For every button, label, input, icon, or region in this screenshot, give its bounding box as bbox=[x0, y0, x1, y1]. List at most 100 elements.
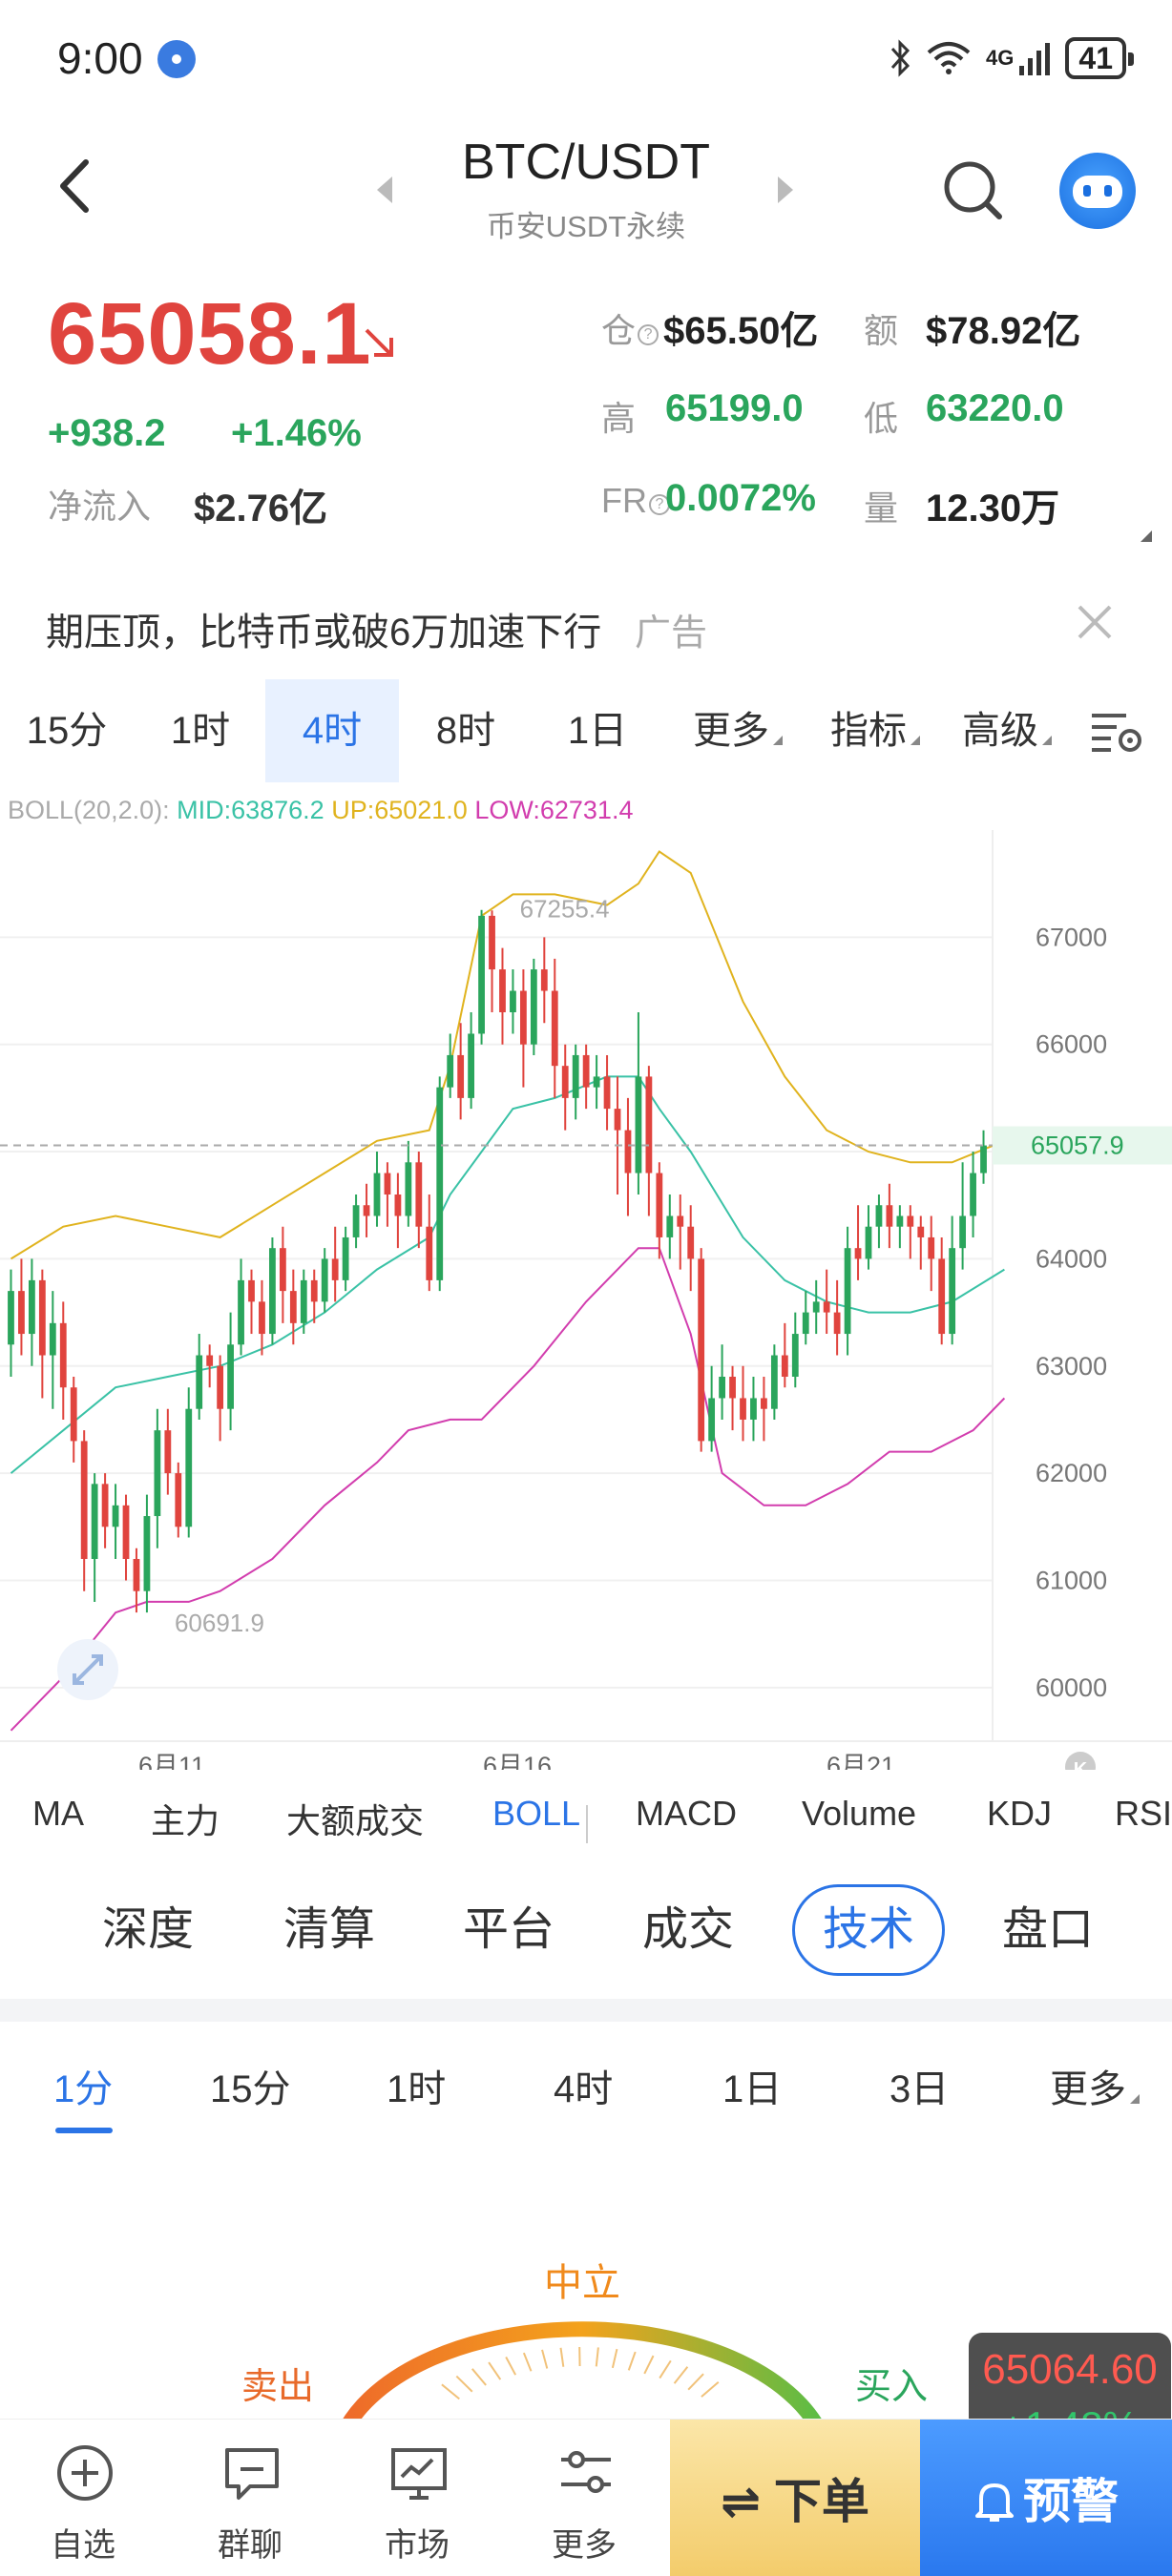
tab-tech-1m[interactable]: 1分 bbox=[53, 2068, 114, 2110]
floating-ticker-price: 65064.60 bbox=[982, 2346, 1158, 2393]
tab-indicators[interactable]: 指标 bbox=[813, 679, 937, 782]
candle-body bbox=[791, 1334, 799, 1377]
tab-tech-1d[interactable]: 1日 bbox=[722, 2068, 783, 2110]
tab-tech-more[interactable]: 更多 bbox=[1050, 2042, 1140, 2137]
tab-indicator-large-trades[interactable]: 大额成交 bbox=[286, 1801, 425, 1840]
price-alert-button[interactable]: 预警 bbox=[920, 2420, 1172, 2576]
ad-banner[interactable]: 期压顶，比特币或破6万加速下行 广告 bbox=[0, 580, 1172, 666]
gauge-tick bbox=[659, 2359, 672, 2379]
nav-watchlist[interactable]: 自选 bbox=[2, 2420, 164, 2576]
pair-title[interactable]: BTC/USDT bbox=[462, 135, 710, 190]
tab-timeframe-15m[interactable]: 15分 bbox=[26, 710, 108, 752]
gauge-tick bbox=[595, 2347, 599, 2367]
ai-assistant-avatar[interactable] bbox=[1059, 153, 1136, 229]
candle-body bbox=[468, 1033, 475, 1098]
boll-legend-up: UP:65021.0 bbox=[331, 796, 468, 824]
candle-body bbox=[949, 1248, 956, 1335]
prev-pair-arrow-icon[interactable] bbox=[377, 177, 392, 203]
candle-body bbox=[436, 1087, 444, 1280]
candle-body bbox=[91, 1484, 98, 1559]
tab-indicator-kdj[interactable]: KDJ bbox=[987, 1794, 1053, 1833]
chat-icon bbox=[225, 2448, 279, 2500]
gauge-tick bbox=[611, 2348, 618, 2369]
tab-tech-4h[interactable]: 4时 bbox=[554, 2068, 614, 2110]
tab-tech-3d[interactable]: 3日 bbox=[889, 2068, 950, 2110]
candle-body bbox=[80, 1441, 88, 1559]
candle-body bbox=[8, 1291, 14, 1345]
open-interest-label: 仓? bbox=[601, 303, 659, 353]
funding-rate-label: FR? bbox=[601, 481, 670, 521]
pair-subtitle: 币安USDT永续 bbox=[486, 210, 686, 243]
tab-liquidation[interactable]: 清算 bbox=[283, 1904, 375, 1955]
nav-market[interactable]: 市场 bbox=[336, 2420, 498, 2576]
candle-body bbox=[373, 1173, 381, 1216]
nav-market-label: 市场 bbox=[385, 2527, 450, 2564]
y-tick-label: 66000 bbox=[1036, 1030, 1107, 1059]
tab-tech-1h[interactable]: 1时 bbox=[387, 2068, 447, 2110]
candle-body bbox=[593, 1076, 600, 1088]
search-icon[interactable] bbox=[940, 157, 1007, 224]
tab-indicator-volume[interactable]: Volume bbox=[802, 1794, 917, 1833]
tab-timeframe-4h[interactable]: 4时 bbox=[265, 679, 399, 782]
candle-body bbox=[457, 1054, 465, 1098]
add-watchlist-icon bbox=[57, 2445, 113, 2501]
candle-body bbox=[185, 1408, 193, 1527]
price-down-arrow-icon bbox=[365, 328, 393, 357]
tab-indicator-rsi[interactable]: RSI bbox=[1115, 1794, 1172, 1833]
chart-settings-icon[interactable] bbox=[1088, 708, 1145, 756]
candle-body bbox=[740, 1398, 746, 1420]
place-order-button[interactable]: ⇌ 下单 bbox=[670, 2420, 920, 2576]
candle-body bbox=[980, 1145, 987, 1174]
network-type: 4G bbox=[986, 46, 1015, 70]
candle-body bbox=[489, 915, 495, 970]
candle-body bbox=[677, 1215, 684, 1227]
expand-chart-icon[interactable] bbox=[57, 1639, 118, 1700]
candle-body bbox=[49, 1322, 56, 1356]
nav-chat[interactable]: 群聊 bbox=[169, 2420, 331, 2576]
tab-timeframe-more[interactable]: 更多 bbox=[676, 679, 800, 782]
tab-timeframe-1h[interactable]: 1时 bbox=[170, 710, 231, 752]
tab-indicator-ma[interactable]: MA bbox=[32, 1794, 84, 1833]
gauge-tick bbox=[505, 2357, 517, 2376]
tab-advanced[interactable]: 高级 bbox=[945, 679, 1069, 782]
candle-body bbox=[781, 1355, 788, 1377]
netflow-value: $2.76亿 bbox=[194, 488, 328, 530]
ad-text[interactable]: 期压顶，比特币或破6万加速下行 bbox=[46, 612, 602, 654]
tab-orderbook[interactable]: 盘口 bbox=[1001, 1904, 1094, 1955]
candle-body bbox=[499, 969, 506, 1012]
gauge-sell-label: 卖出 bbox=[241, 2367, 315, 2407]
candle-body bbox=[750, 1398, 757, 1420]
candle-body bbox=[844, 1248, 851, 1335]
candle-body bbox=[447, 1054, 454, 1088]
nav-more[interactable]: 更多 bbox=[503, 2420, 665, 2576]
candle-body bbox=[426, 1226, 433, 1280]
x-tick-label: 6月16 bbox=[483, 1752, 552, 1770]
price-alert-label: 预警 bbox=[920, 2463, 1172, 2532]
candle-body bbox=[206, 1355, 214, 1366]
tab-timeframe-1d[interactable]: 1日 bbox=[567, 710, 628, 752]
close-icon[interactable] bbox=[1074, 601, 1116, 643]
signal-icon bbox=[1019, 43, 1051, 75]
back-button[interactable] bbox=[48, 153, 105, 219]
candle-body bbox=[812, 1301, 820, 1313]
volume-value: 12.30万 bbox=[926, 488, 1060, 530]
dropdown-corner-icon bbox=[910, 736, 920, 745]
next-pair-arrow-icon[interactable] bbox=[778, 177, 793, 203]
tab-trades[interactable]: 成交 bbox=[641, 1904, 734, 1955]
tab-indicator-main-force[interactable]: 主力 bbox=[151, 1801, 220, 1840]
tab-indicator-boll[interactable]: BOLL bbox=[492, 1794, 581, 1833]
candle-body bbox=[917, 1226, 925, 1237]
dropdown-corner-icon bbox=[1130, 2094, 1140, 2104]
tab-indicator-macd[interactable]: MACD bbox=[636, 1794, 737, 1833]
tab-technical[interactable]: 技术 bbox=[792, 1884, 945, 1976]
chart-k-badge-icon bbox=[1065, 1752, 1096, 1770]
tab-tech-15m[interactable]: 15分 bbox=[210, 2068, 291, 2110]
candle-body bbox=[122, 1505, 130, 1559]
candle-body bbox=[510, 990, 516, 1012]
tab-exchange[interactable]: 平台 bbox=[462, 1904, 555, 1955]
kline-chart[interactable]: 6000061000620006300064000650006600067000… bbox=[0, 830, 1172, 1770]
expand-stats-corner-icon[interactable] bbox=[1141, 530, 1152, 542]
svg-text:K: K bbox=[1074, 1759, 1088, 1770]
tab-timeframe-8h[interactable]: 8时 bbox=[435, 710, 496, 752]
tab-depth[interactable]: 深度 bbox=[101, 1904, 194, 1955]
